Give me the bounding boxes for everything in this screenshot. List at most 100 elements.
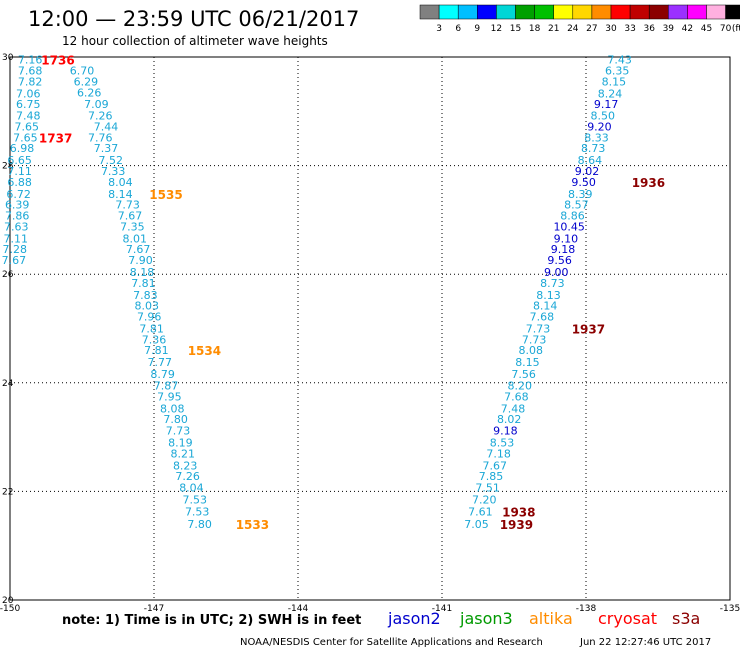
chart-title: 12:00 — 23:59 UTC 06/21/2017 [28,7,359,31]
pass-time-label: 1937 [572,323,605,337]
swh-value-label: 8.53 [490,437,515,450]
swh-value-label: 7.28 [3,243,28,256]
footer-credit: NOAA/NESDIS Center for Satellite Applica… [240,637,543,648]
pass-time-label: 1736 [41,54,74,68]
swh-value-label: 6.72 [6,188,31,201]
swh-value-label: 7.53 [183,494,208,507]
swh-value-label: 9.18 [493,425,518,438]
color-scale-swatch [706,4,726,20]
color-scale-swatch [553,4,574,20]
swh-value-label: 9.56 [547,254,572,267]
swh-value-label: 7.11 [7,165,32,178]
swh-value-label: 7.20 [472,494,497,507]
track-2: 6.706.296.267.097.267.447.767.377.527.33… [70,65,212,531]
swh-value-label: 7.48 [501,402,526,415]
legend-entry-jason3: jason3 [459,609,513,628]
swh-value-label: 6.98 [10,142,35,155]
color-scale-swatch [419,4,440,20]
color-scale-swatch [687,4,707,20]
swh-value-label: 6.35 [605,65,630,78]
swh-value-label: 7.86 [5,210,30,223]
swh-value-label: 9.50 [571,176,596,189]
swh-value-label: 8.08 [160,402,185,415]
color-scale-label: (ft) [732,24,740,34]
swh-value-label: 8.79 [150,368,175,381]
swh-value-label: 7.77 [148,356,173,369]
swh-value-label: 7.11 [4,232,29,245]
header: 12:00 — 23:59 UTC 06/21/2017 12 hour col… [28,7,359,48]
swh-value-label: 7.95 [157,390,182,403]
color-scale-swatch [725,4,740,20]
swh-value-label: 7.90 [128,254,153,267]
swh-value-label: 9.18 [551,243,576,256]
swh-value-label: 7.18 [486,447,511,460]
legend-entry-s3a: s3a [672,609,700,628]
color-scale-swatch [629,4,650,20]
color-scale-swatch [610,4,631,20]
swh-value-label: 7.63 [4,220,29,233]
swh-value-label: 7.73 [115,199,140,212]
pass-time-label: 1936 [632,176,665,190]
color-scale-label: 42 [682,24,693,34]
color-scale-label: 12 [491,24,502,34]
swh-value-label: 7.67 [126,243,151,256]
swh-value-label: 6.39 [5,199,30,212]
swh-value-label: 9.00 [544,266,569,279]
swh-value-label: 8.04 [179,482,204,495]
swh-value-label: 8.33 [584,131,609,144]
swh-value-label: 9.17 [594,98,619,111]
swh-value-label: 6.29 [74,75,99,88]
color-scale-swatch [438,4,459,20]
swh-value-label: 8.23 [173,459,198,472]
swh-value-label: 7.80 [187,518,212,531]
swh-value-label: 7.82 [18,75,43,88]
color-scale-label: 70 [720,24,732,34]
swh-value-label: 7.65 [15,121,40,134]
color-scale-label: 3 [436,24,442,34]
color-scale-label: 15 [510,24,521,34]
swh-value-label: 7.81 [144,344,169,357]
color-scale-label: 39 [663,24,675,34]
swh-value-label: 8.18 [130,266,155,279]
color-scale-swatch [648,4,669,20]
y-tick-label: 22 [2,487,13,497]
swh-value-label: 8.03 [135,300,160,313]
swh-value-label: 8.14 [108,188,133,201]
legend-entry-jason2: jason2 [387,609,441,628]
swh-value-label: 8.86 [560,210,585,223]
swh-value-label: 8.64 [578,154,603,167]
swh-value-label: 7.51 [475,482,500,495]
x-tick-label: -138 [576,604,597,614]
color-scale-label: 36 [643,24,655,34]
x-tick-label: -141 [432,604,452,614]
swh-value-label: 7.68 [530,311,555,324]
swh-value-label: 7.37 [94,142,119,155]
swh-value-label: 7.44 [94,121,119,134]
swh-value-label: 7.48 [16,110,41,123]
legend-entry-cryosat: cryosat [598,609,657,628]
legend-entry-altika: altika [529,609,573,628]
color-scale-swatch [668,4,688,20]
color-scale-label: 18 [529,24,541,34]
swh-value-label: 9.10 [554,232,579,245]
swh-value-label: 8.24 [598,87,623,100]
x-tick-label: -147 [144,604,164,614]
satellite-legend: jason2 jason3 altika cryosat s3a [387,609,700,628]
swh-value-label: 9.02 [575,165,600,178]
y-tick-label: 26 [2,270,14,280]
swh-value-label: 8.01 [123,232,148,245]
swh-value-label: 7.67 [2,254,27,267]
swh-value-label: 8.08 [519,344,544,357]
swh-value-label: 7.81 [139,323,164,336]
color-scale-swatch [477,4,497,20]
swh-value-label: 8.39 [568,188,593,201]
swh-value-label: 7.73 [522,333,547,346]
swh-value-label: 8.73 [581,142,606,155]
swh-value-label: 7.53 [185,505,210,518]
swh-value-label: 7.36 [142,333,167,346]
swh-value-label: 7.06 [16,87,41,100]
color-scale-label: 33 [624,24,635,34]
swh-value-label: 6.26 [77,86,102,99]
swh-value-label: 8.21 [171,447,196,460]
